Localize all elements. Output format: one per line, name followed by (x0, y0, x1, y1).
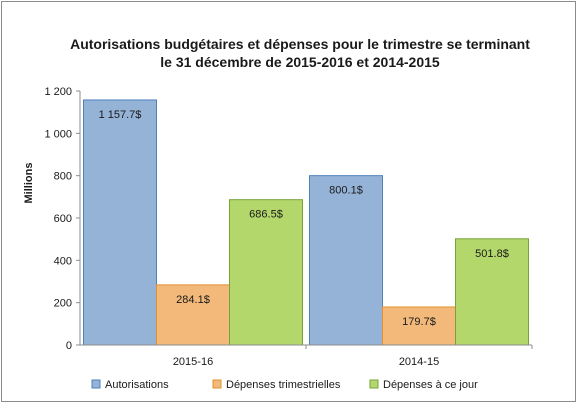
y-tick-label: 600 (54, 213, 72, 225)
bar (156, 284, 230, 346)
legend-swatch (91, 379, 101, 389)
data-label: 686.5$ (249, 209, 283, 221)
bar (229, 199, 303, 346)
y-axis-label: Millions (23, 163, 35, 204)
legend-label: Dépenses trimestrielles (226, 379, 341, 391)
legend-swatch (212, 379, 222, 389)
y-tick-label: 0 (66, 340, 72, 352)
data-label: 179.7$ (402, 316, 436, 328)
legend-swatch (369, 379, 379, 389)
data-label: 284.1$ (176, 294, 210, 306)
chart-title-line-2: le 31 décembre de 2015-2016 et 2014-2015 (160, 54, 440, 70)
x-tick-label: 2014-15 (399, 356, 439, 368)
legend-label: Autorisations (105, 379, 169, 391)
y-tick-label: 1 200 (44, 86, 72, 98)
y-tick-label: 400 (54, 255, 72, 267)
data-label: 1 157.7$ (99, 109, 142, 121)
chart-title-line-1: Autorisations budgétaires et dépenses po… (70, 36, 530, 52)
y-axis: 0 200 400 600 800 1 000 1 200 (44, 86, 81, 352)
data-label: 800.1$ (329, 185, 363, 197)
bar (83, 99, 157, 346)
bar (455, 238, 529, 346)
bars-group: 1 157.7$ 284.1$ 686.5$ 800.1$ 179.7$ 501.8$ (83, 99, 529, 346)
data-label: 501.8$ (475, 248, 509, 260)
y-tick-label: 800 (54, 171, 72, 183)
bar (309, 175, 383, 346)
x-axis: 2015-16 2014-15 (80, 344, 533, 368)
legend: Autorisations Dépenses trimestrielles Dépe… (91, 379, 478, 391)
y-tick-label: 1 000 (44, 128, 72, 140)
legend-label: Dépenses à ce jour (383, 379, 478, 391)
y-tick-label: 200 (54, 298, 72, 310)
x-tick-label: 2015-16 (173, 356, 213, 368)
